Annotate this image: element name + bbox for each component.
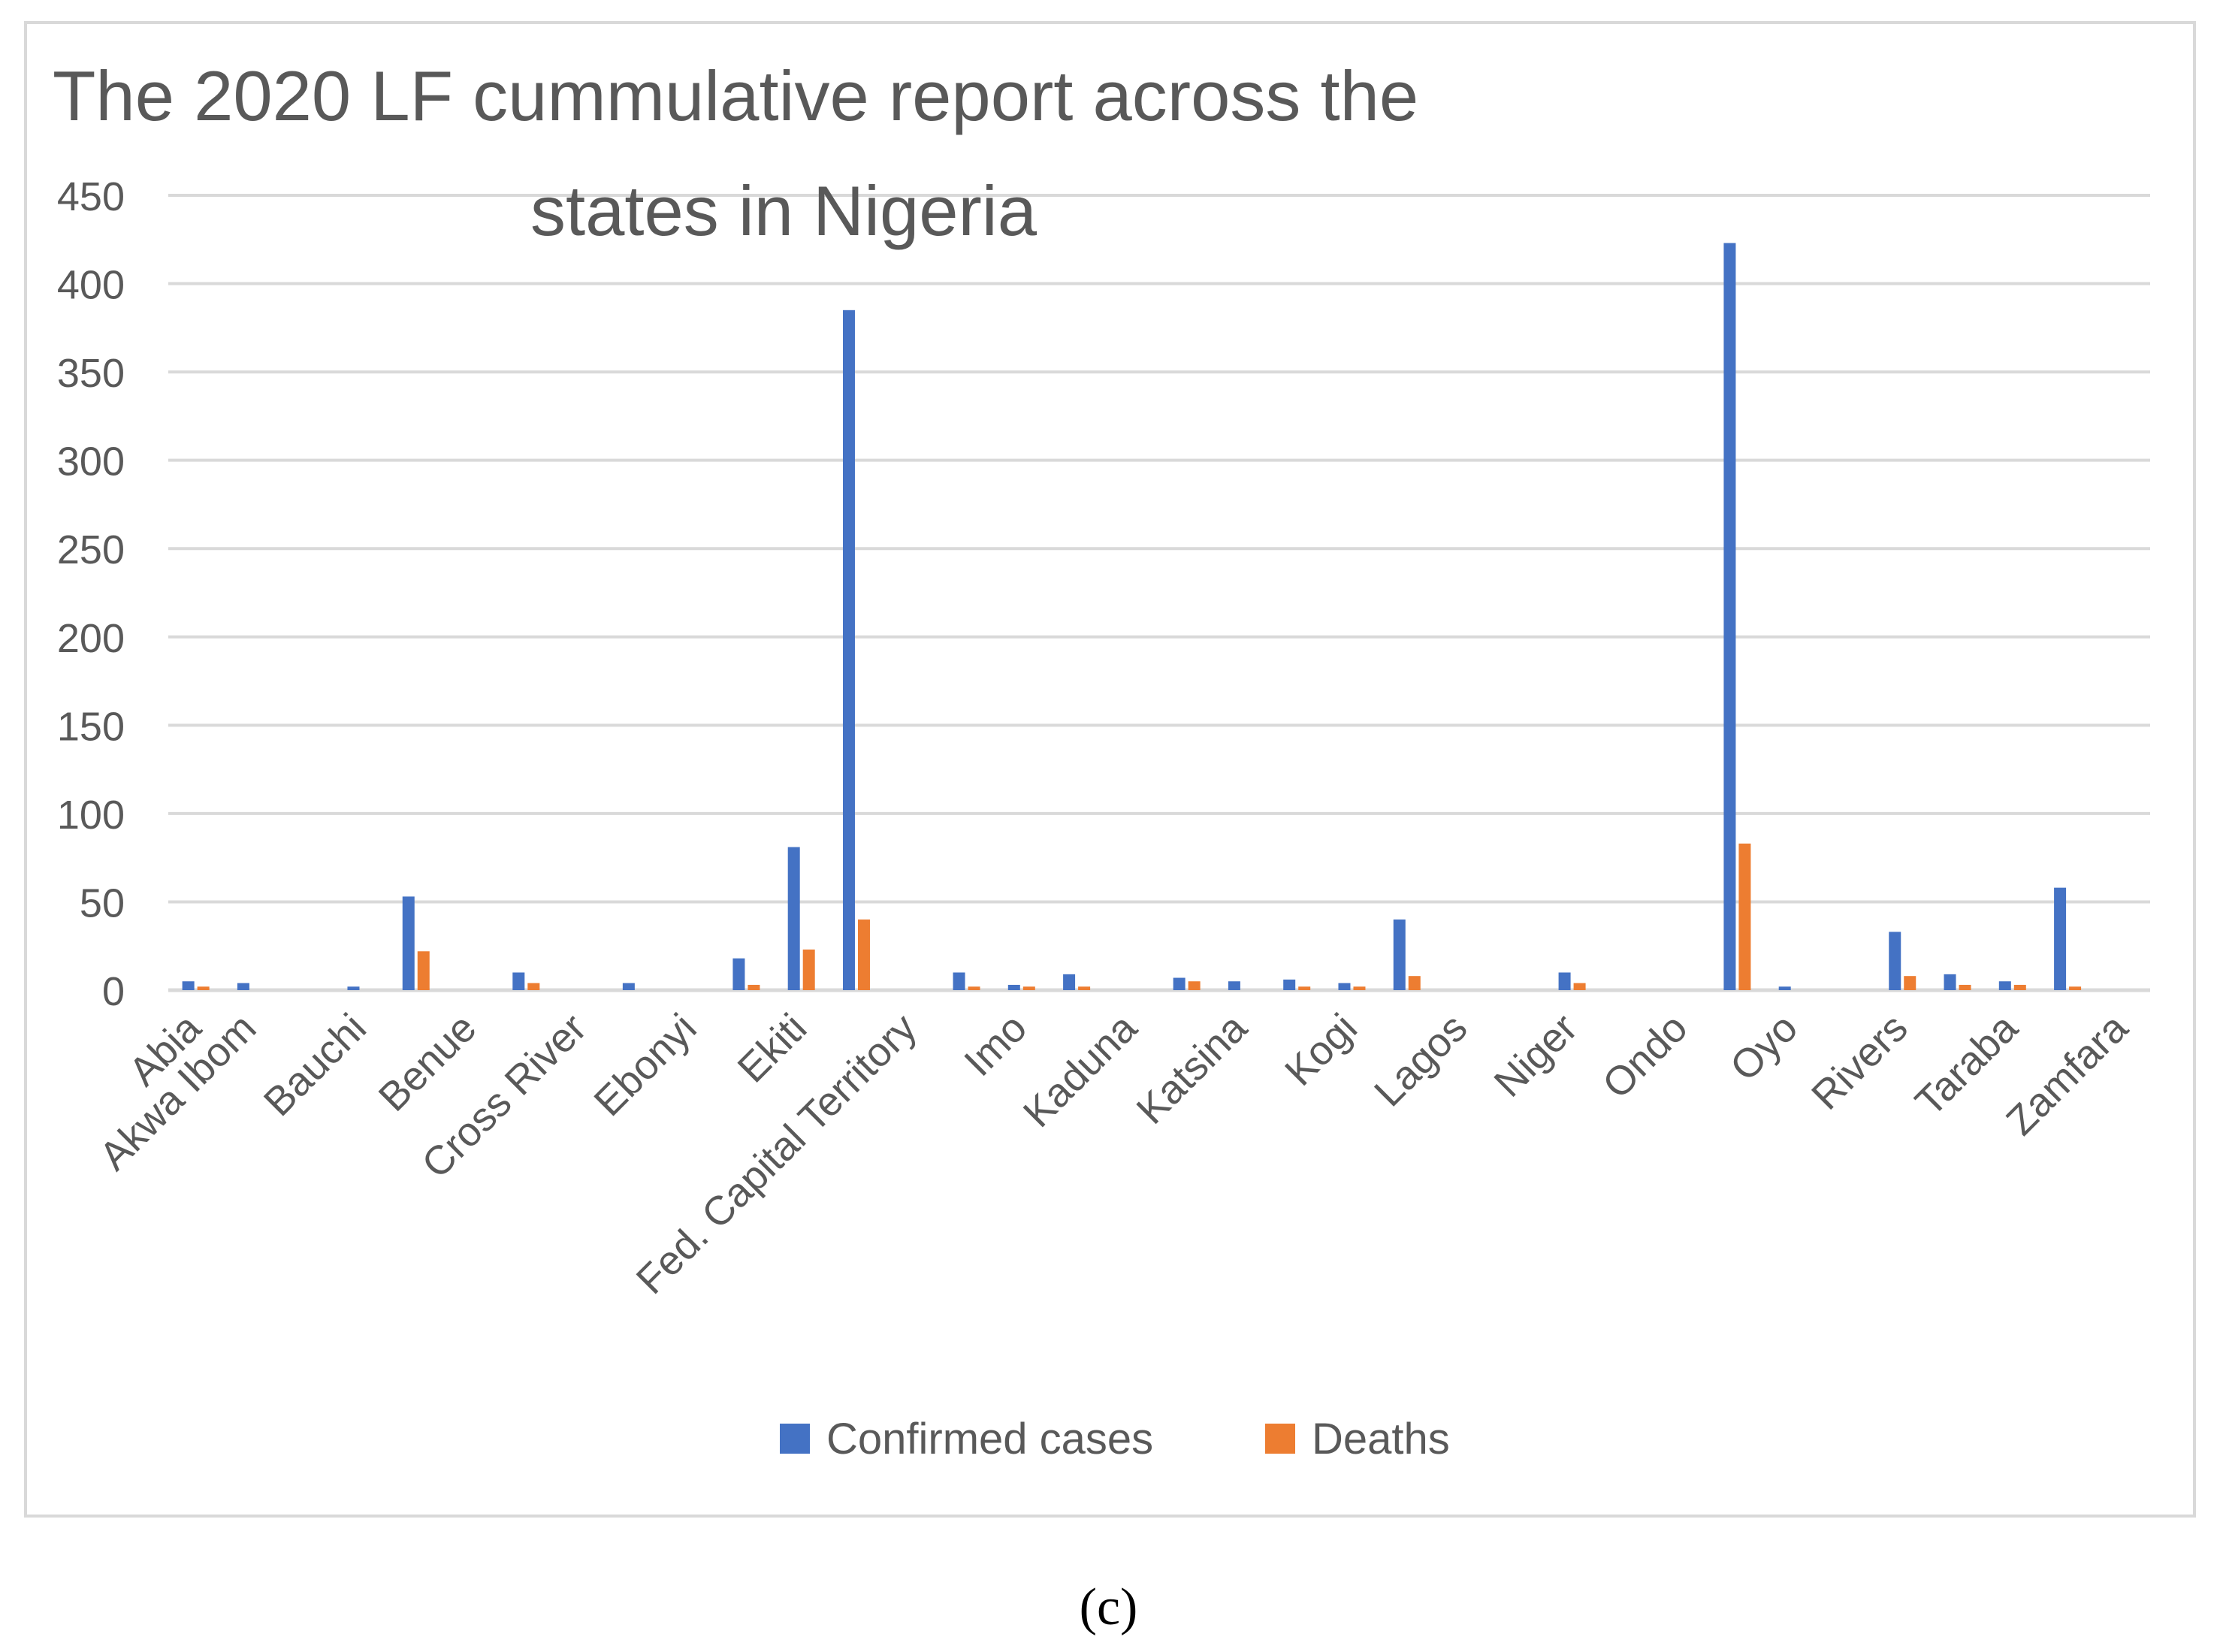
- y-tick-label: 350: [57, 351, 125, 396]
- bar-confirmed-cases: [402, 896, 415, 990]
- legend: Confirmed cases Deaths: [780, 1415, 1450, 1463]
- bar-confirmed-cases: [1393, 919, 1406, 990]
- bar-deaths: [802, 949, 815, 990]
- bar-confirmed-cases: [182, 981, 195, 990]
- bar-deaths: [1408, 976, 1421, 990]
- x-tick-label: Ebonyi: [585, 1005, 705, 1125]
- bar-confirmed-cases: [1889, 932, 1901, 990]
- y-tick-label: 250: [57, 527, 125, 572]
- x-tick-label: Zamfara: [1998, 1004, 2137, 1143]
- legend-label: Confirmed cases: [826, 1415, 1153, 1463]
- bar-deaths: [1904, 976, 1916, 990]
- y-axis-ticks: 0 50 100 150 200 250 300 350 400 450: [57, 174, 125, 1014]
- bar-confirmed-cases: [787, 847, 800, 990]
- x-tick-label: Kaduna: [1015, 1004, 1146, 1136]
- bar-deaths: [2013, 984, 2026, 990]
- y-tick-label: 150: [57, 704, 125, 749]
- y-tick-label: 300: [57, 439, 125, 485]
- bar-confirmed-cases: [622, 983, 635, 990]
- bar-deaths: [1959, 984, 1971, 990]
- x-tick-label: Imo: [956, 1005, 1035, 1085]
- x-tick-label: Rivers: [1803, 1005, 1916, 1119]
- bar-deaths: [748, 984, 760, 990]
- legend-swatch: [780, 1424, 810, 1454]
- chart-title: The 2020 LF cummulative report across th…: [53, 56, 1418, 250]
- x-tick-label: Oyo: [1722, 1005, 1806, 1089]
- bar-deaths: [1738, 843, 1751, 990]
- y-tick-label: 50: [80, 880, 125, 926]
- bar-deaths: [2069, 986, 2082, 990]
- bar-confirmed-cases: [1063, 974, 1076, 990]
- bar-confirmed-cases: [1338, 983, 1351, 990]
- bar-deaths: [1188, 981, 1201, 990]
- bar-confirmed-cases: [237, 983, 249, 990]
- legend-label: Deaths: [1312, 1415, 1450, 1463]
- bar-deaths: [1298, 986, 1311, 990]
- x-tick-label: Ondo: [1594, 1005, 1696, 1107]
- bar-confirmed-cases: [1558, 972, 1571, 990]
- bar-confirmed-cases: [1723, 243, 1736, 991]
- x-tick-label: Ekiti: [729, 1005, 816, 1092]
- gridlines: [168, 194, 2150, 992]
- y-tick-label: 100: [57, 793, 125, 838]
- bar-deaths: [968, 986, 980, 990]
- x-tick-label: Bauchi: [255, 1005, 375, 1125]
- legend-swatch: [1265, 1424, 1295, 1454]
- y-tick-label: 0: [102, 969, 125, 1014]
- bar-deaths: [1573, 983, 1586, 990]
- bar-confirmed-cases: [512, 972, 525, 990]
- chart-frame: 0 50 100 150 200 250 300 350 400 450 Abia Akwa Ibo…: [24, 21, 2196, 1518]
- bar-deaths: [417, 951, 430, 990]
- y-tick-label: 400: [57, 263, 125, 308]
- bar-deaths: [857, 919, 870, 990]
- x-tick-label: Katsina: [1128, 1004, 1256, 1132]
- bar-deaths: [197, 986, 210, 990]
- bar-confirmed-cases: [842, 310, 855, 990]
- chart-title-line: states in Nigeria: [530, 171, 1038, 250]
- bar-confirmed-cases: [1007, 984, 1020, 990]
- bar-confirmed-cases: [1173, 977, 1186, 990]
- bar-confirmed-cases: [1944, 974, 1956, 990]
- bar-confirmed-cases: [2054, 887, 2067, 990]
- bar-deaths: [1022, 986, 1035, 990]
- panel-label: (c): [1079, 1578, 1138, 1636]
- bars: [182, 243, 2082, 991]
- bar-confirmed-cases: [1998, 981, 2011, 990]
- bar-confirmed-cases: [347, 986, 360, 990]
- bar-confirmed-cases: [1778, 986, 1791, 990]
- y-tick-label: 450: [57, 174, 125, 219]
- x-tick-label: Kogi: [1276, 1005, 1366, 1095]
- bar-confirmed-cases: [732, 958, 745, 990]
- bar-confirmed-cases: [1228, 981, 1240, 990]
- bar-deaths: [1353, 986, 1366, 990]
- x-tick-label: Lagos: [1366, 1005, 1475, 1115]
- bar-confirmed-cases: [1283, 979, 1296, 990]
- bar-confirmed-cases: [953, 972, 965, 990]
- y-tick-label: 200: [57, 616, 125, 661]
- chart-title-line: The 2020 LF cummulative report across th…: [53, 56, 1418, 135]
- bar-deaths: [1078, 986, 1091, 990]
- x-tick-label: Niger: [1485, 1005, 1586, 1106]
- bar-deaths: [527, 983, 540, 990]
